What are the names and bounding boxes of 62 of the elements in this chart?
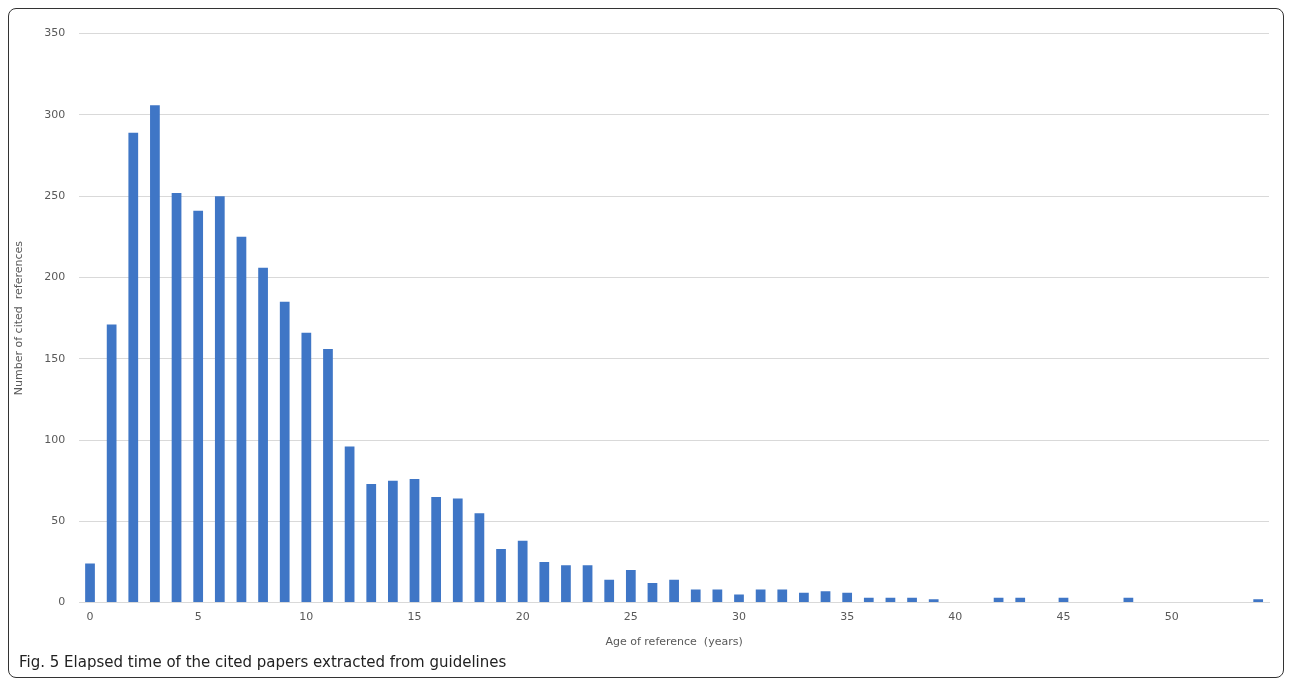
bar <box>496 548 506 603</box>
bar <box>452 498 463 603</box>
bar <box>171 192 182 603</box>
bar <box>928 599 939 603</box>
bar <box>258 267 268 603</box>
y-tick-label: 0 <box>58 595 66 609</box>
y-tick-label: 200 <box>44 270 66 284</box>
bar <box>409 479 420 603</box>
bar <box>85 563 95 603</box>
bar <box>647 583 658 603</box>
x-tick-label: 0 <box>86 610 94 624</box>
bar <box>474 513 485 603</box>
caption: Fig. 5 Elapsed time of the cited papers extracted from guidelines <box>18 653 508 671</box>
bar <box>193 210 204 603</box>
y-tick-label: 350 <box>44 26 66 40</box>
y-tick-label: 300 <box>44 107 66 121</box>
bar <box>539 561 550 603</box>
bar <box>366 483 377 603</box>
bar <box>712 589 723 603</box>
x-tick-label: 35 <box>840 610 855 624</box>
bar <box>604 579 615 603</box>
bar <box>1253 599 1264 603</box>
bar <box>690 589 701 603</box>
bar <box>582 565 593 603</box>
bar <box>1015 597 1026 603</box>
bar <box>214 196 225 603</box>
bar <box>820 591 831 603</box>
x-tick-label: 30 <box>732 610 746 624</box>
x-tick-label: 15 <box>407 610 422 624</box>
bar <box>517 540 528 603</box>
bar <box>388 480 398 603</box>
bar <box>625 570 636 603</box>
bar <box>863 597 874 603</box>
bar <box>777 589 788 603</box>
y-tick-label: 150 <box>44 351 66 365</box>
x-tick-label: 40 <box>948 610 963 624</box>
bar <box>236 236 247 603</box>
x-tick-label: 45 <box>1056 610 1071 624</box>
x-axis-title: Age of reference (years) <box>605 635 743 649</box>
x-tick-label: 5 <box>194 610 202 624</box>
bar <box>128 132 139 603</box>
bar <box>106 324 117 603</box>
bar <box>150 105 160 603</box>
x-tick-label: 10 <box>299 610 314 624</box>
bar <box>734 594 744 603</box>
x-tick-label: 20 <box>515 610 530 624</box>
bar <box>344 446 355 603</box>
bar <box>279 301 290 603</box>
bar <box>669 579 679 603</box>
bar <box>301 332 312 603</box>
bar <box>799 592 809 603</box>
y-tick-label: 250 <box>44 189 66 203</box>
bar <box>323 348 333 603</box>
bar <box>907 597 917 603</box>
bar <box>561 565 571 603</box>
y-tick-label: 50 <box>51 514 66 528</box>
bar <box>431 496 441 603</box>
y-tick-label: 100 <box>44 432 66 446</box>
x-tick-label: 50 <box>1164 610 1179 624</box>
x-tick-label: 25 <box>623 610 638 624</box>
bar <box>842 592 853 603</box>
y-axis-title: Number of cited references <box>12 240 26 396</box>
